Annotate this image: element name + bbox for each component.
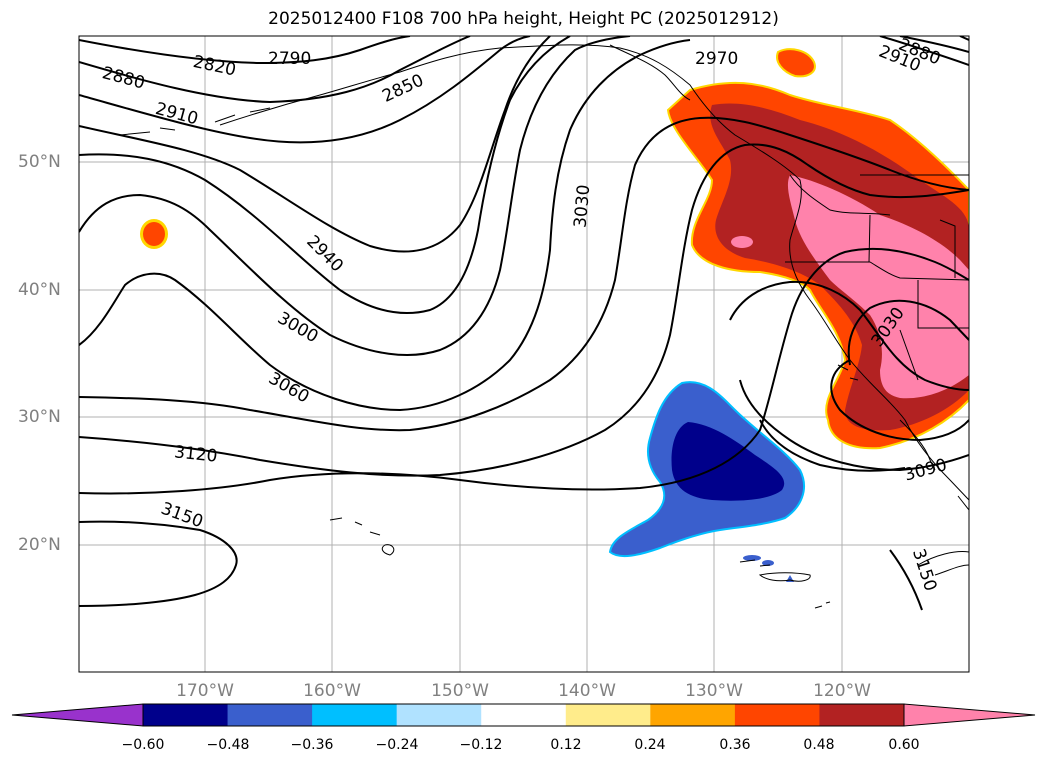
lon-label-130w: 130°W bbox=[685, 681, 743, 701]
lat-label-30: 30°N bbox=[18, 407, 61, 427]
lon-label-170w: 170°W bbox=[176, 681, 234, 701]
colorbar-tick-label: 0.48 bbox=[803, 737, 835, 753]
colorbar-extend-low bbox=[11, 703, 144, 727]
colorbar-tick-label: 0.24 bbox=[634, 737, 666, 753]
lon-label-140w: 140°W bbox=[558, 681, 616, 701]
colorbar-tick-label: −0.12 bbox=[459, 737, 503, 753]
colorbar-extend-high bbox=[903, 703, 1036, 727]
lon-label-150w: 150°W bbox=[431, 681, 489, 701]
lon-label-120w: 120°W bbox=[813, 681, 871, 701]
colorbar-tick-label: −0.36 bbox=[290, 737, 334, 753]
colorbar-tick-label: −0.48 bbox=[206, 737, 250, 753]
colorbar-tick-label: −0.24 bbox=[375, 737, 419, 753]
colorbar-segment bbox=[650, 704, 736, 726]
lat-label-20: 20°N bbox=[18, 535, 61, 555]
lat-label-50: 50°N bbox=[18, 152, 61, 172]
contour-label-3120: 3120 bbox=[173, 442, 218, 466]
colorbar-segment bbox=[819, 704, 905, 726]
colorbar-segment bbox=[227, 704, 313, 726]
positive-anomaly-shading bbox=[140, 48, 969, 450]
colorbar-segment bbox=[734, 704, 820, 726]
contour-label-2970: 2970 bbox=[695, 49, 738, 69]
colorbar-segment bbox=[565, 704, 651, 726]
colorbar-segment bbox=[143, 704, 229, 726]
height-contours bbox=[79, 36, 969, 611]
contour-label-2790: 2790 bbox=[268, 49, 311, 69]
map-frame bbox=[78, 35, 970, 673]
colorbar-segment bbox=[396, 704, 482, 726]
colorbar-tick-label: 0.36 bbox=[719, 737, 751, 753]
colorbar-tick-label: −0.60 bbox=[121, 737, 165, 753]
lat-label-40: 40°N bbox=[18, 280, 61, 300]
colorbar-tick-label: 0.60 bbox=[888, 737, 920, 753]
colorbar-segment bbox=[312, 704, 398, 726]
colorbar-segment bbox=[481, 704, 567, 726]
lon-label-160w: 160°W bbox=[303, 681, 361, 701]
colorbar-tick-label: 0.12 bbox=[550, 737, 582, 753]
map-title: 2025012400 F108 700 hPa height, Height P… bbox=[268, 9, 779, 29]
contour-label-3030-mid: 3030 bbox=[571, 184, 595, 229]
